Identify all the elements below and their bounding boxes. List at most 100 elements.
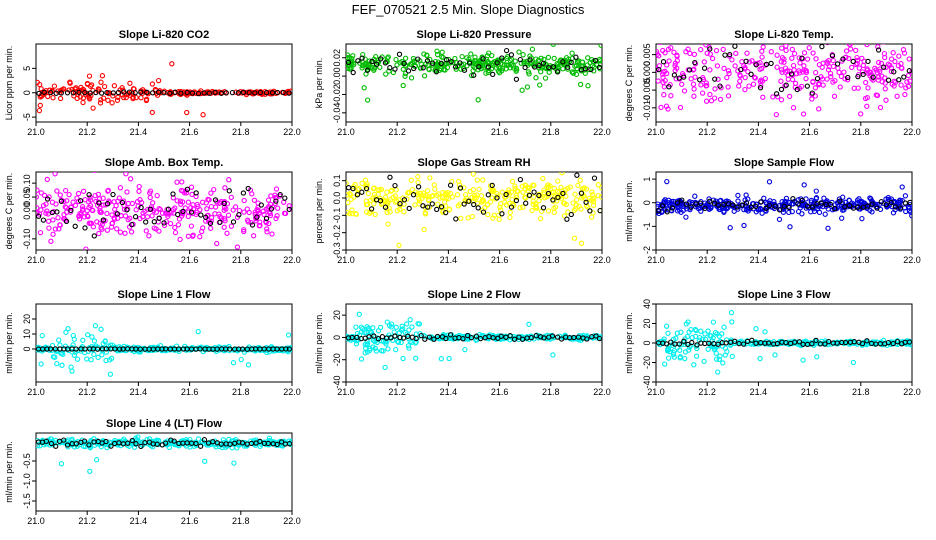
y-tick-label: -20 <box>642 356 652 369</box>
y-tick-label: -0.02 <box>332 84 342 105</box>
data-point <box>739 202 745 208</box>
data-point <box>757 355 763 362</box>
data-point <box>528 335 534 341</box>
data-point <box>558 184 564 191</box>
data-point <box>778 59 784 65</box>
data-point <box>520 52 526 58</box>
data-point <box>514 194 520 201</box>
data-point <box>396 242 402 248</box>
points-layer <box>346 44 602 103</box>
data-point <box>795 201 801 207</box>
data-point <box>138 199 145 206</box>
y-axis-label: ml/min per min. <box>624 312 634 374</box>
data-point <box>222 185 228 191</box>
data-point <box>530 201 536 207</box>
data-point <box>229 89 236 96</box>
data-point <box>522 64 528 71</box>
data-point <box>183 437 189 443</box>
data-point <box>91 338 98 344</box>
data-point <box>81 438 88 444</box>
data-point <box>193 440 199 447</box>
data-point <box>511 336 518 342</box>
data-point <box>392 182 398 189</box>
data-point <box>698 328 704 334</box>
data-point <box>503 202 510 208</box>
data-point <box>706 340 712 346</box>
data-point <box>865 203 871 209</box>
y-tick-label: -40 <box>642 375 652 388</box>
data-point <box>888 199 894 206</box>
data-point <box>363 201 370 208</box>
data-point <box>746 83 752 89</box>
data-point <box>110 90 116 96</box>
data-point <box>707 51 713 57</box>
data-point <box>421 73 428 79</box>
data-point <box>86 73 93 79</box>
data-point <box>875 47 882 53</box>
data-point <box>127 80 133 86</box>
data-point <box>762 329 768 335</box>
data-point <box>251 411 255 415</box>
data-point <box>531 64 538 70</box>
data-point <box>740 341 747 347</box>
data-point <box>824 60 831 67</box>
data-point <box>776 216 783 223</box>
data-point <box>346 62 352 69</box>
data-point <box>714 63 721 69</box>
data-point <box>420 65 426 71</box>
data-point <box>796 68 802 74</box>
data-point <box>346 59 352 66</box>
data-point <box>794 86 800 93</box>
y-tick-label: -1.5 <box>22 493 32 509</box>
data-point <box>359 65 365 71</box>
data-point <box>447 182 454 188</box>
data-point <box>656 53 662 59</box>
data-point <box>400 82 406 89</box>
data-point <box>373 61 380 67</box>
data-point <box>98 209 104 215</box>
data-point <box>908 209 912 215</box>
points-layer <box>656 44 912 118</box>
x-tick-label: 21.4 <box>750 255 768 265</box>
data-point <box>507 57 513 64</box>
data-point <box>568 211 574 218</box>
data-point <box>841 69 847 75</box>
data-point <box>725 93 732 99</box>
data-point <box>347 210 353 217</box>
data-point <box>885 196 891 203</box>
data-point <box>208 203 215 210</box>
y-tick-label: 0 <box>642 340 652 345</box>
x-tick-label: 21.8 <box>232 127 250 137</box>
x-tick-label: 21.6 <box>491 255 509 265</box>
data-point <box>882 54 888 61</box>
y-tick-label: 0.10 <box>22 174 32 192</box>
data-point <box>476 64 482 70</box>
y-axis-label: ml/min per min. <box>4 441 14 503</box>
data-point <box>76 216 83 222</box>
x-tick-label: 21.6 <box>181 516 199 526</box>
data-point <box>252 209 258 215</box>
data-point <box>865 85 871 91</box>
x-tick-label: 21.2 <box>698 127 716 137</box>
data-point <box>509 196 515 203</box>
y-tick-label: 0.00 <box>332 67 342 85</box>
data-point <box>275 205 281 211</box>
data-point <box>386 68 392 74</box>
data-point <box>117 185 124 191</box>
data-point <box>392 199 398 205</box>
data-point <box>228 223 235 229</box>
data-point <box>855 73 861 80</box>
data-point <box>406 205 412 212</box>
x-tick-label: 21.6 <box>491 127 509 137</box>
data-point <box>859 215 865 222</box>
data-point <box>199 199 206 205</box>
data-point <box>660 74 666 81</box>
data-point <box>184 109 190 116</box>
y-tick-label: 0.02 <box>332 49 342 67</box>
data-point <box>145 206 151 213</box>
data-point <box>703 98 710 104</box>
data-point <box>668 198 675 205</box>
y-tick-label: -40 <box>332 375 342 388</box>
data-point <box>349 207 355 213</box>
data-point <box>562 187 569 193</box>
